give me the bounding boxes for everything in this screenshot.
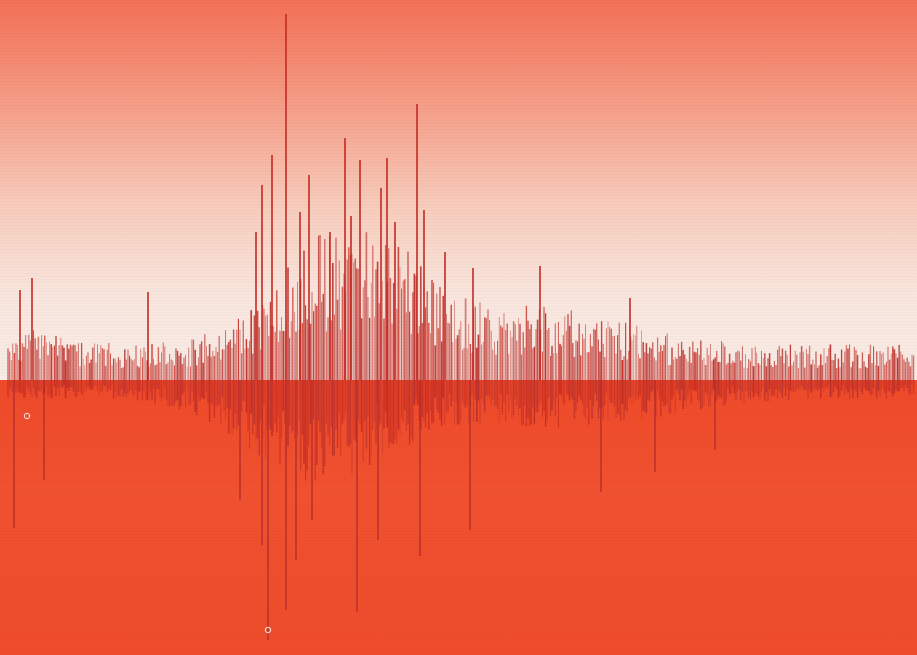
waveform-strokes xyxy=(7,14,915,640)
ring-mark xyxy=(264,626,272,634)
upper-gradient-background xyxy=(0,0,917,380)
lower-solid-background xyxy=(0,380,917,655)
ring-mark xyxy=(23,412,31,420)
